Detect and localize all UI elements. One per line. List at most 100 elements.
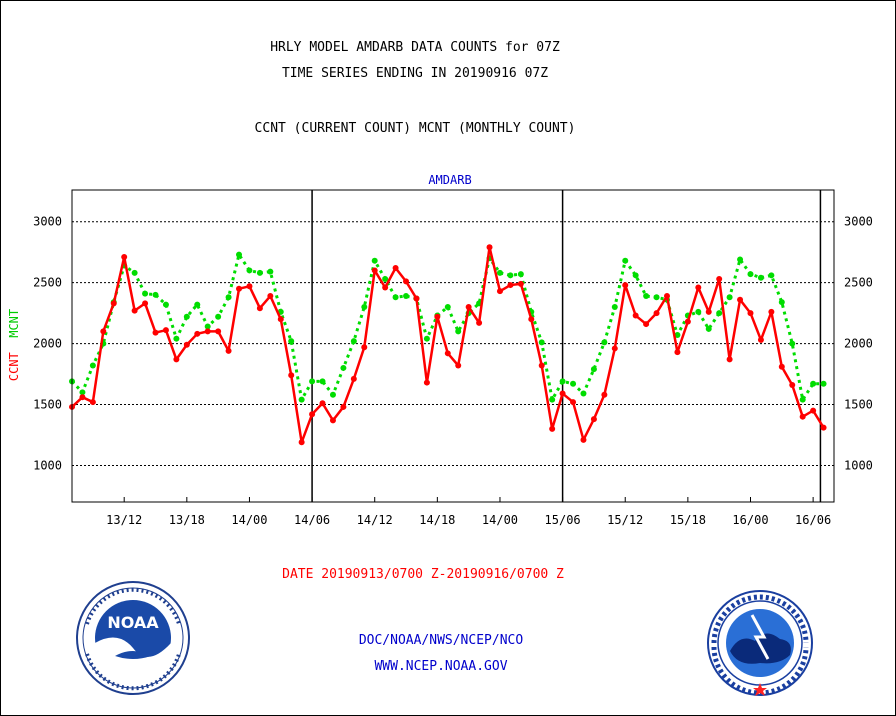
data-point-ccnt — [121, 254, 128, 261]
data-point-mcnt — [246, 267, 253, 274]
data-point-mcnt — [444, 304, 451, 310]
x-tick-label: 13/18 — [169, 513, 205, 527]
data-point-mcnt — [204, 323, 211, 330]
data-point-ccnt — [183, 341, 190, 348]
data-point-mcnt — [142, 290, 149, 297]
data-point-mcnt — [361, 304, 368, 310]
svg-text:NOAA: NOAA — [107, 613, 159, 632]
data-point-ccnt — [559, 390, 566, 397]
x-tick-label: 13/12 — [106, 513, 142, 527]
data-point-mcnt — [382, 275, 389, 282]
data-point-mcnt — [79, 389, 86, 396]
data-point-ccnt — [89, 399, 96, 406]
data-point-ccnt — [538, 362, 545, 369]
data-point-ccnt — [622, 282, 629, 289]
noaa-logo: NOAA — [76, 581, 190, 695]
footer-url: WWW.NCEP.NOAA.GOV — [374, 659, 508, 674]
data-point-mcnt — [403, 293, 410, 300]
x-tick-label: 16/00 — [732, 513, 768, 527]
data-point-mcnt — [131, 269, 138, 276]
data-point-mcnt — [288, 338, 295, 345]
data-point-ccnt — [246, 283, 253, 290]
data-point-mcnt — [538, 339, 545, 346]
data-point-mcnt — [632, 272, 639, 279]
data-point-ccnt — [747, 310, 754, 317]
data-point-ccnt — [434, 313, 441, 320]
data-point-mcnt — [716, 310, 723, 317]
data-point-mcnt — [194, 301, 201, 308]
data-point-mcnt — [423, 335, 430, 342]
data-point-ccnt — [413, 295, 420, 302]
data-point-ccnt — [632, 312, 639, 319]
grid-lines — [72, 221, 834, 466]
data-point-ccnt — [465, 304, 472, 310]
data-point-mcnt — [183, 313, 190, 320]
date-range: DATE 20190913/0700 Z-20190916/0700 Z — [282, 567, 564, 582]
data-point-mcnt — [517, 271, 524, 278]
data-point-ccnt — [444, 350, 451, 357]
data-point-mcnt — [820, 380, 827, 387]
data-point-ccnt — [653, 310, 660, 317]
data-point-ccnt — [778, 363, 785, 370]
data-point-mcnt — [747, 271, 754, 278]
data-point-mcnt — [695, 308, 702, 315]
data-point-mcnt — [674, 332, 681, 339]
data-point-ccnt — [528, 316, 535, 323]
chart-title: HRLY MODEL AMDARB DATA COUNTS for 07Z — [270, 40, 560, 55]
data-point-ccnt — [580, 436, 587, 443]
data-point-mcnt — [653, 294, 660, 301]
x-tick-label: 14/06 — [294, 513, 330, 527]
data-point-ccnt — [329, 417, 336, 424]
data-point-mcnt — [319, 378, 326, 385]
data-point-ccnt — [674, 349, 681, 356]
data-point-ccnt — [820, 424, 827, 431]
data-point-ccnt — [549, 425, 556, 432]
data-point-ccnt — [162, 327, 169, 334]
data-point-ccnt — [298, 439, 305, 446]
data-point-mcnt — [570, 380, 577, 387]
chart-subtitle: TIME SERIES ENDING IN 20190916 07Z — [281, 66, 549, 81]
series-group — [69, 244, 827, 446]
data-point-mcnt — [737, 256, 744, 263]
data-point-mcnt — [559, 378, 566, 385]
y-tick-label-left: 1000 — [33, 458, 62, 472]
data-point-ccnt — [799, 413, 806, 420]
data-point-ccnt — [684, 318, 691, 325]
data-point-mcnt — [256, 269, 263, 276]
data-point-mcnt — [267, 268, 274, 275]
data-point-ccnt — [340, 403, 347, 410]
data-point-ccnt — [517, 280, 524, 287]
data-point-ccnt — [496, 288, 503, 295]
data-point-mcnt — [225, 294, 232, 301]
data-point-ccnt — [382, 284, 389, 291]
data-point-ccnt — [225, 347, 232, 354]
tick-labels: 1000 1000 1500 1500 2000 2000 2500 2500 3000 3000… — [33, 215, 873, 527]
data-point-ccnt — [100, 328, 107, 335]
x-tick-label: 14/18 — [419, 513, 455, 527]
data-point-ccnt — [663, 293, 670, 300]
x-tick-label: 14/12 — [357, 513, 393, 527]
y-tick-label-right: 3000 — [844, 215, 873, 229]
y-tick-label-right: 2000 — [844, 337, 873, 351]
data-point-ccnt — [173, 356, 180, 363]
data-point-ccnt — [288, 372, 295, 379]
y-tick-label-right: 2500 — [844, 276, 873, 290]
data-point-ccnt — [789, 382, 796, 388]
data-point-mcnt — [778, 299, 785, 306]
data-point-ccnt — [570, 399, 577, 406]
data-point-mcnt — [757, 274, 764, 281]
data-point-mcnt — [726, 294, 733, 301]
data-point-ccnt — [194, 330, 201, 337]
y-tick-label-left: 1500 — [33, 398, 62, 412]
data-point-ccnt — [371, 267, 378, 274]
data-point-ccnt — [695, 284, 702, 291]
data-point-mcnt — [152, 291, 159, 298]
y-tick-label-right: 1000 — [844, 458, 873, 472]
day-boundaries — [311, 190, 822, 502]
data-point-mcnt — [622, 257, 629, 264]
x-tick-label: 16/06 — [795, 513, 831, 527]
data-point-ccnt — [277, 316, 284, 323]
data-point-ccnt — [236, 285, 243, 292]
chart-legend-description: CCNT (CURRENT COUNT) MCNT (MONTHLY COUNT… — [254, 121, 576, 136]
